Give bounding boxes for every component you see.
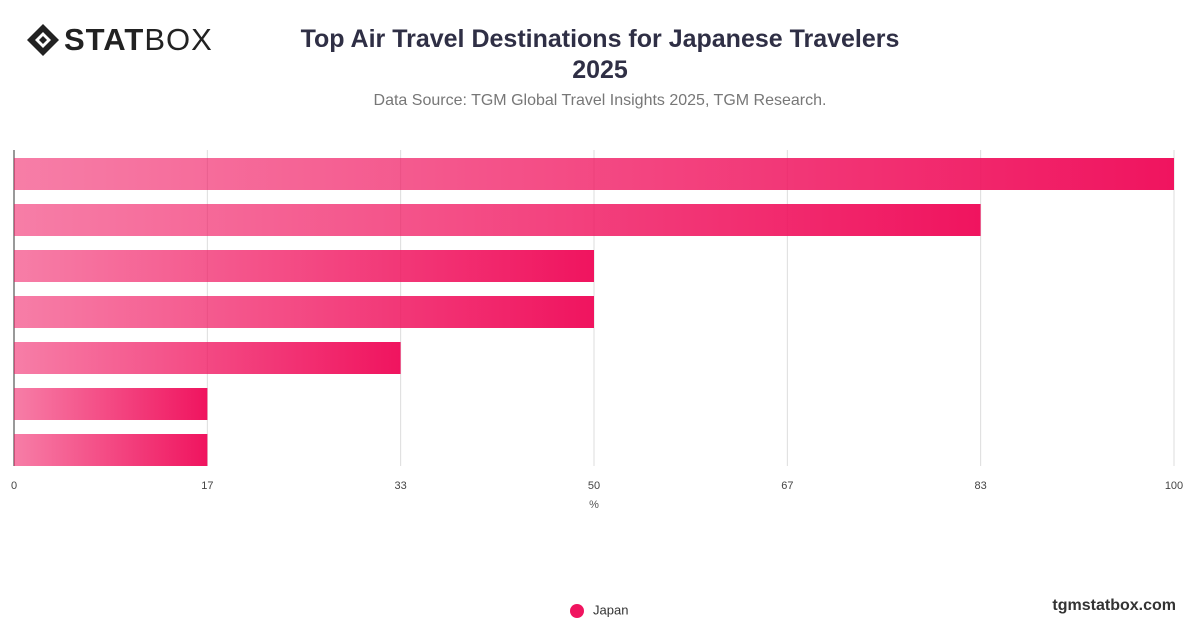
website: tgmstatbox.com [1052, 597, 1176, 614]
x-tick-label: 83 [975, 480, 987, 492]
legend-swatch [570, 604, 584, 618]
logo-icon [27, 24, 59, 56]
chart-title: Top Air Travel Destinations for Japanese… [300, 25, 900, 84]
x-tick-label: 33 [395, 480, 407, 492]
x-tick-label: 50 [588, 480, 600, 492]
bar [14, 434, 208, 466]
x-tick-label: 67 [781, 480, 793, 492]
bar [14, 296, 594, 328]
x-axis-title: % [589, 499, 599, 511]
bar [14, 388, 208, 420]
logo-light: BOX [144, 22, 213, 57]
x-tick-label: 0 [11, 480, 17, 492]
logo-bold: STAT [64, 22, 145, 57]
bar [14, 342, 401, 374]
bar [14, 250, 594, 282]
x-tick-label: 17 [201, 480, 213, 492]
x-tick-label: 100 [1165, 480, 1183, 492]
bar [14, 158, 1174, 190]
chart-subtitle: Data Source: TGM Global Travel Insights … [373, 92, 827, 109]
legend-label: Japan [593, 602, 628, 617]
bar [14, 204, 981, 236]
logo: STAT BOX [26, 22, 213, 58]
